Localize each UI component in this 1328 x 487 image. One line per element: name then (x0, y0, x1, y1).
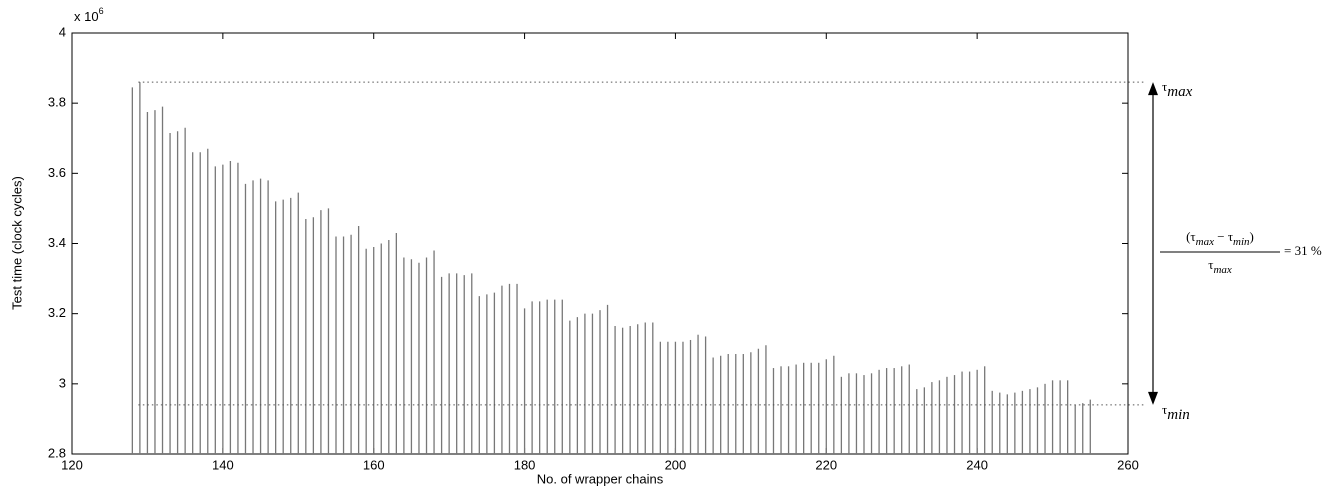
y-tick-label: 3.8 (48, 95, 66, 110)
formula-part: ) (1250, 229, 1254, 244)
multiplier-base: x 10 (74, 9, 99, 24)
x-tick-label: 260 (1117, 457, 1139, 472)
y-tick-label: 2.8 (48, 445, 66, 460)
x-axis-label: No. of wrapper chains (537, 471, 664, 486)
y-tick-label: 4 (59, 24, 66, 39)
formula-part: max (1213, 264, 1231, 276)
y-axis-label: Test time (clock cycles) (9, 176, 24, 310)
y-tick-label: 3.6 (48, 165, 66, 180)
y-multiplier: x 106 (74, 6, 104, 24)
reference-subscript: max (1167, 85, 1192, 101)
x-tick-label: 140 (212, 457, 234, 472)
formula-part: τ (1208, 257, 1213, 272)
multiplier-exponent: 6 (99, 6, 104, 16)
reference-label: τmin (1162, 402, 1190, 423)
reference-symbol: τ (1162, 79, 1167, 94)
arrow-head (1148, 391, 1158, 405)
x-tick-label: 160 (363, 457, 385, 472)
formula-part: min (1233, 236, 1250, 248)
x-tick-label: 180 (514, 457, 536, 472)
formula-part: (τ (1186, 229, 1196, 244)
reference-symbol: τ (1162, 402, 1167, 417)
x-tick-label: 200 (665, 457, 687, 472)
arrow-head (1148, 82, 1158, 96)
x-tick-label: 120 (61, 457, 83, 472)
formula: (τmax − τmin) τmax = 31 % (1160, 229, 1322, 276)
formula-result: = 31 % (1284, 243, 1322, 258)
formula-numerator: (τmax − τmin) (1186, 229, 1254, 248)
y-tick-label: 3.4 (48, 235, 66, 250)
x-tick-label: 240 (966, 457, 988, 472)
reference-subscript: min (1167, 407, 1190, 423)
y-tick-label: 3.2 (48, 305, 66, 320)
formula-part: − τ (1214, 229, 1233, 244)
formula-part: max (1196, 236, 1214, 248)
reference-label: τmax (1162, 79, 1193, 100)
y-tick-label: 3 (59, 375, 66, 390)
x-tick-label: 220 (815, 457, 837, 472)
formula-denominator: τmax (1208, 257, 1232, 276)
